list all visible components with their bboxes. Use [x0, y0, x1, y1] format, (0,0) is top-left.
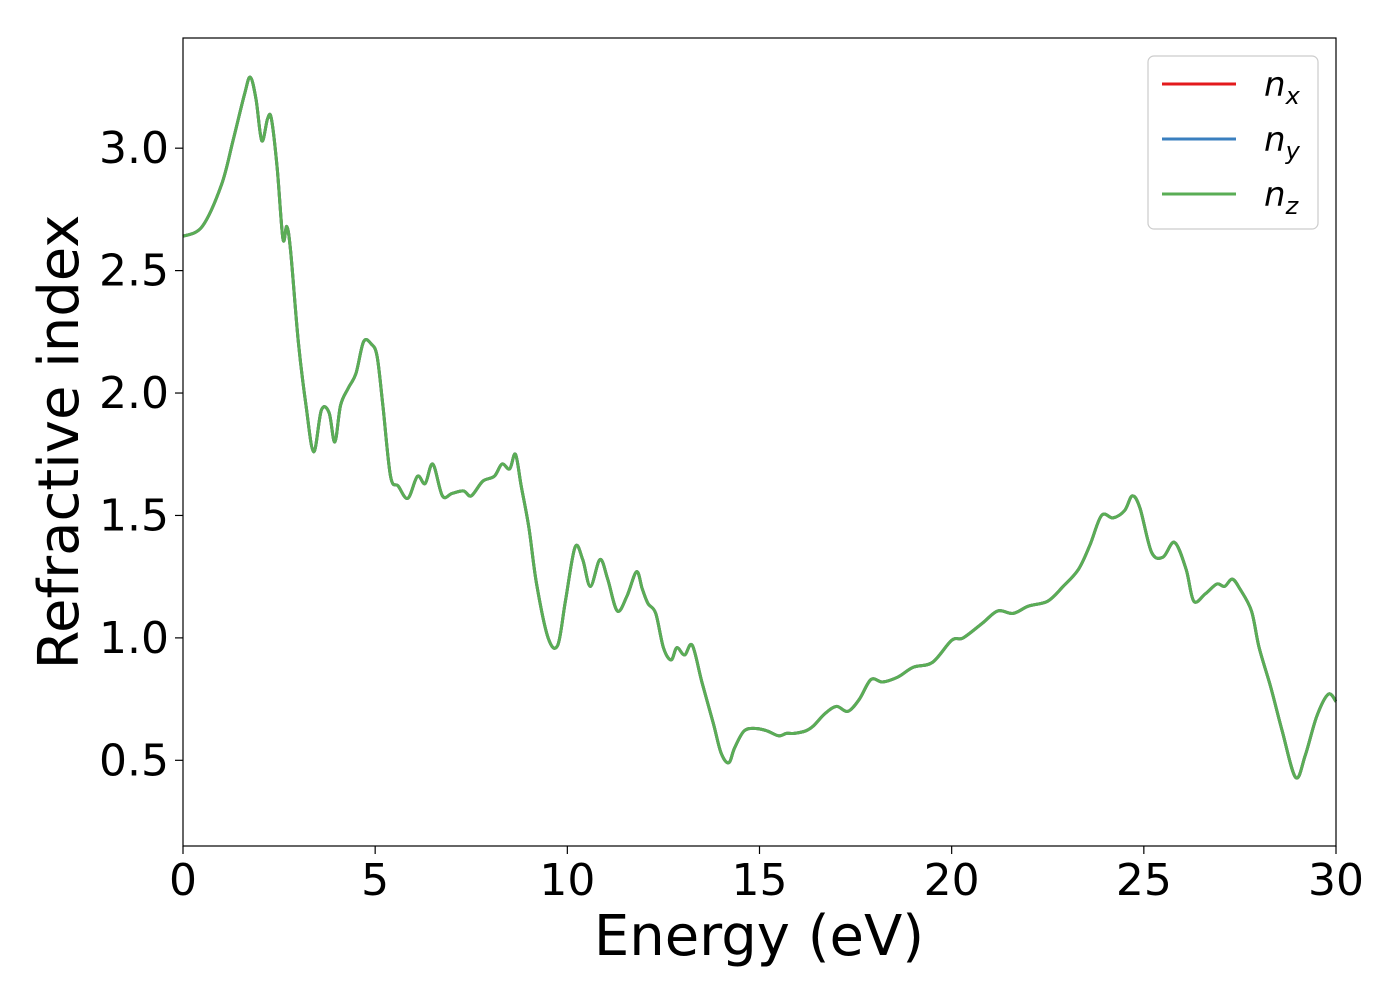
x-tick-label: 15 — [732, 855, 788, 906]
y-tick-label: 3.0 — [99, 123, 169, 174]
legend-label-n-y: ny — [1264, 120, 1301, 165]
series-line-n-z — [182, 75, 1338, 780]
y-tick-label: 0.5 — [99, 735, 169, 786]
x-tick-label: 5 — [361, 855, 389, 906]
y-tick-label: 2.5 — [99, 246, 169, 297]
x-tick-label: 20 — [924, 855, 980, 906]
y-axis-label: Refractive index — [27, 215, 92, 670]
x-tick-label: 0 — [169, 855, 197, 906]
legend: nx ny nz — [1147, 55, 1319, 230]
legend-box — [1147, 55, 1319, 230]
legend-label-n-z: nz — [1264, 175, 1300, 220]
x-axis-ticks: 0 5 10 15 20 25 30 — [169, 846, 1364, 906]
x-axis-label: Energy (eV) — [594, 904, 924, 969]
x-tick-label: 30 — [1308, 855, 1364, 906]
plot-background — [183, 38, 1336, 846]
legend-label-n-x: nx — [1264, 65, 1301, 110]
y-tick-label: 1.5 — [99, 490, 169, 541]
y-tick-label: 1.0 — [99, 613, 169, 664]
x-tick-label: 10 — [539, 855, 595, 906]
series-layer — [182, 75, 1338, 780]
y-tick-label: 2.0 — [99, 368, 169, 419]
x-tick-label: 25 — [1116, 855, 1172, 906]
y-axis-ticks: 0.5 1.0 1.5 2.0 2.5 3.0 — [99, 123, 183, 786]
